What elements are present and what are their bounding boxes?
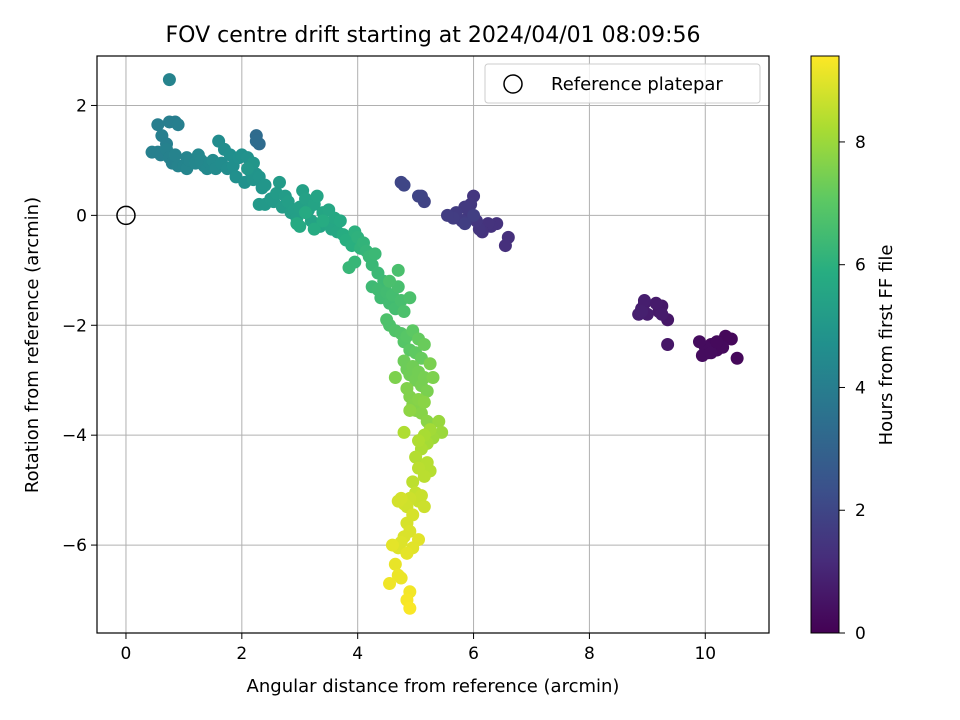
x-tick-label: 8: [584, 644, 595, 664]
y-axis-label: Rotation from reference (arcmin): [22, 197, 43, 493]
colorbar-ticks: 0 2 4 6 8: [839, 133, 866, 644]
data-point: [368, 247, 382, 261]
y-tick-label: 0: [76, 206, 87, 226]
data-point: [403, 291, 417, 305]
data-point: [307, 222, 321, 236]
data-point: [383, 577, 397, 591]
colorbar-label: Hours from first FF file: [876, 245, 897, 446]
data-point: [310, 189, 324, 203]
x-tick-label: 10: [694, 644, 716, 664]
reference-platepar-marker: [116, 205, 136, 226]
x-tick-label: 6: [468, 644, 479, 664]
data-point: [406, 475, 420, 489]
x-axis-label: Angular distance from reference (arcmin): [247, 676, 620, 697]
data-point: [458, 217, 472, 231]
data-point: [440, 208, 454, 222]
data-point: [168, 148, 182, 162]
data-point: [258, 178, 272, 192]
data-point: [316, 214, 330, 228]
data-point: [655, 307, 669, 321]
data-point: [635, 305, 649, 319]
data-point: [412, 189, 426, 203]
data-point: [498, 239, 512, 253]
data-point: [692, 335, 706, 349]
data-point: [423, 357, 437, 371]
colorbar-tick-label: 8: [855, 133, 866, 153]
data-point: [417, 338, 431, 351]
data-point: [637, 294, 651, 308]
plot-frame: [96, 55, 770, 634]
x-axis-ticks: 0 2 4 6 8 10: [121, 633, 716, 664]
data-point: [417, 395, 431, 409]
x-tick-label: 2: [236, 644, 247, 664]
legend-marker: [503, 74, 523, 94]
data-point: [426, 370, 440, 384]
data-point: [299, 206, 313, 220]
data-point: [290, 217, 304, 231]
data-point: [391, 494, 405, 508]
chart-title: FOV centre drift starting at 2024/04/01 …: [166, 23, 701, 48]
data-point: [403, 601, 417, 615]
y-tick-label: −6: [62, 536, 87, 556]
data-point: [420, 384, 434, 398]
colorbar-tick-label: 2: [855, 501, 866, 521]
data-point: [394, 175, 408, 189]
data-point: [412, 461, 426, 475]
data-point: [704, 346, 718, 360]
data-point: [333, 214, 347, 228]
data-point: [249, 134, 263, 148]
data-point: [388, 557, 402, 571]
data-point: [730, 351, 744, 365]
legend: Reference platepar: [484, 63, 761, 104]
data-point: [383, 274, 397, 288]
data-points: [145, 73, 744, 615]
y-tick-label: −4: [62, 426, 87, 446]
x-tick-label: 0: [121, 644, 132, 664]
legend-box: [484, 63, 761, 104]
data-point: [661, 338, 675, 351]
data-point: [162, 73, 176, 87]
data-point: [467, 208, 481, 222]
data-point: [432, 414, 446, 428]
data-point: [417, 500, 431, 514]
data-point: [171, 118, 185, 132]
data-point: [397, 425, 411, 439]
data-point: [412, 434, 426, 448]
data-point: [391, 263, 405, 277]
data-point: [403, 403, 417, 417]
data-point: [388, 370, 402, 384]
colorbar-tick-label: 4: [855, 378, 866, 398]
colorbar-tick-label: 0: [855, 624, 866, 644]
x-tick-label: 4: [352, 644, 363, 664]
y-tick-label: 2: [76, 96, 87, 116]
data-point: [241, 162, 255, 176]
data-point: [649, 296, 663, 310]
colorbar-gradient: [810, 55, 840, 634]
data-point: [394, 571, 408, 585]
colorbar: 0 2 4 6 8 Hours from first FF file: [810, 55, 897, 644]
data-point: [710, 335, 724, 349]
data-point: [414, 489, 428, 503]
colorbar-tick-label: 6: [855, 256, 866, 276]
data-point: [385, 538, 399, 552]
legend-label: Reference platepar: [551, 74, 723, 95]
data-point: [151, 118, 165, 132]
data-point: [400, 546, 414, 560]
data-point: [348, 255, 362, 269]
data-point: [397, 305, 411, 319]
data-point: [272, 175, 286, 189]
y-tick-label: −2: [62, 316, 87, 336]
y-axis-ticks: 2 0 −2 −4 −6: [62, 96, 97, 556]
